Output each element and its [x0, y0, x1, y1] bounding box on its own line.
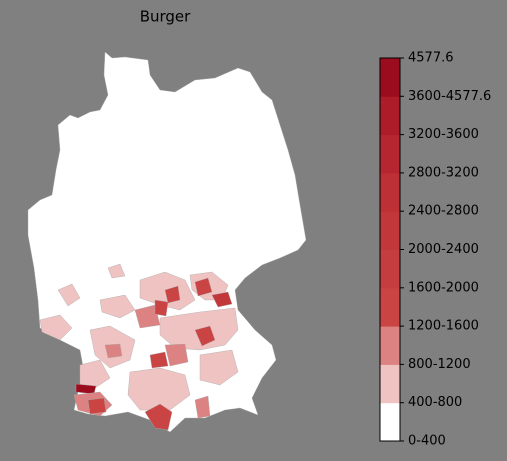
colorbar-label: 2000-2400: [408, 242, 479, 257]
colorbar-segment: [380, 287, 400, 327]
region: [127, 367, 191, 411]
region: [107, 263, 126, 279]
region: [164, 343, 189, 367]
germany-map: [27, 51, 307, 433]
region: [104, 343, 123, 359]
colorbar-segment: [380, 172, 400, 212]
region: [99, 294, 136, 319]
colorbar-label: 800-1200: [408, 357, 471, 372]
colorbar-label: 3200-3600: [408, 127, 479, 142]
region: [194, 395, 211, 419]
colorbar-label: 3600-4577.6: [408, 89, 491, 104]
map-title: Burger: [140, 8, 191, 26]
region: [154, 299, 169, 317]
region: [211, 291, 233, 308]
region: [199, 349, 239, 386]
colorbar-segment: [380, 211, 400, 250]
colorbar-segment: [380, 249, 400, 289]
colorbar-segment: [380, 96, 400, 136]
colorbar-label: 0-400: [408, 434, 446, 449]
region: [149, 351, 169, 369]
region: [194, 277, 213, 297]
colorbar-segment: [380, 134, 400, 174]
region: [164, 285, 181, 304]
colorbar-label: 4577.6: [408, 51, 454, 66]
colorbar-label: 2800-3200: [408, 165, 479, 180]
colorbar-segment: [380, 326, 400, 365]
region: [144, 403, 173, 431]
colorbar-label: 1200-1600: [408, 319, 479, 334]
colorbar-label: 2400-2800: [408, 204, 479, 219]
colorbar-segment: [380, 364, 400, 404]
colorbar-label: 400-800: [408, 395, 462, 410]
region: [75, 383, 97, 395]
region: [87, 397, 107, 415]
region: [194, 325, 216, 347]
region: [79, 359, 111, 389]
region: [39, 314, 73, 341]
colorbar-segment: [380, 58, 400, 97]
colorbar-segment: [380, 402, 400, 442]
region: [57, 283, 81, 307]
colorbar-label: 1600-2000: [408, 280, 479, 295]
